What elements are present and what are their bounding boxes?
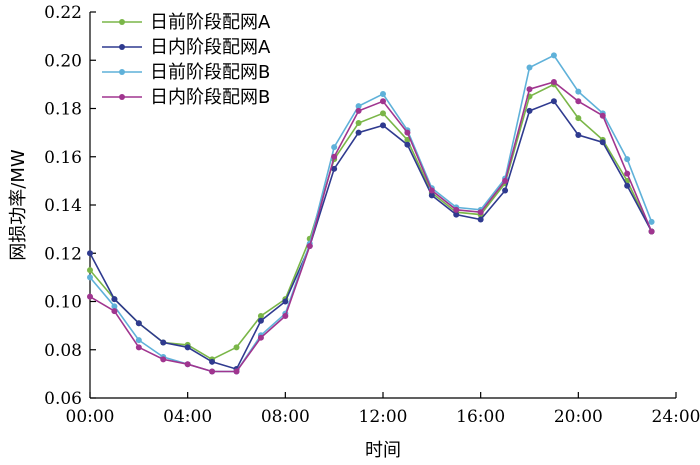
data-point — [135, 320, 142, 327]
data-point — [404, 141, 411, 148]
data-point — [331, 153, 338, 160]
legend-marker — [119, 69, 125, 75]
data-point — [428, 192, 435, 199]
data-point — [550, 78, 557, 85]
data-point — [575, 132, 582, 139]
y-tick-label: 0.16 — [44, 148, 82, 168]
x-axis-label: 时间 — [365, 440, 401, 461]
data-point — [87, 250, 93, 257]
data-point — [257, 317, 264, 324]
legend-label: 日内阶段配网A — [150, 37, 271, 58]
data-point — [160, 339, 167, 346]
data-point — [111, 296, 118, 303]
series-4 — [87, 78, 655, 375]
data-point — [184, 361, 191, 368]
data-point — [160, 356, 167, 363]
data-point — [550, 98, 557, 105]
data-point — [331, 144, 338, 151]
x-tick-label: 04:00 — [163, 407, 212, 427]
y-tick-label: 0.10 — [44, 293, 82, 313]
data-point — [575, 88, 582, 95]
data-point — [184, 344, 191, 351]
y-tick-label: 0.06 — [44, 389, 82, 409]
x-tick-label: 12:00 — [359, 407, 408, 427]
x-tick-label: 24:00 — [652, 407, 700, 427]
data-point — [135, 344, 142, 351]
data-point — [624, 170, 631, 177]
data-point — [331, 165, 338, 172]
data-point — [355, 119, 362, 126]
data-point — [355, 103, 362, 110]
data-point — [380, 98, 386, 105]
data-point — [453, 206, 460, 213]
legend-label: 日前阶段配网A — [150, 12, 271, 33]
data-point — [306, 243, 313, 250]
data-point — [453, 211, 460, 218]
data-point — [648, 228, 655, 235]
data-point — [575, 115, 582, 122]
data-point — [233, 344, 240, 351]
data-point — [111, 303, 118, 310]
y-tick-label: 0.14 — [44, 196, 82, 216]
data-point — [87, 274, 93, 281]
data-point — [477, 209, 484, 216]
data-point — [599, 112, 606, 119]
series-line — [89, 83, 653, 361]
data-point — [87, 267, 93, 274]
x-tick-label: 16:00 — [456, 407, 505, 427]
data-point — [550, 52, 557, 59]
data-point — [380, 110, 386, 117]
legend-marker — [119, 19, 125, 25]
legend-label: 日前阶段配网B — [150, 62, 270, 83]
series-line — [89, 100, 653, 371]
y-tick-label: 0.18 — [44, 100, 82, 120]
x-tick-label: 00:00 — [66, 407, 115, 427]
series-line — [89, 81, 653, 373]
data-point — [526, 86, 533, 93]
data-point — [404, 136, 411, 143]
data-point — [209, 358, 216, 365]
data-point — [624, 182, 631, 189]
legend-label: 日内阶段配网B — [150, 87, 270, 108]
data-point — [575, 98, 582, 105]
data-point — [624, 156, 631, 163]
data-point — [502, 187, 509, 194]
data-point — [526, 64, 533, 71]
y-tick-label: 0.20 — [44, 51, 82, 71]
data-point — [209, 368, 216, 375]
data-point — [257, 334, 264, 341]
y-axis-label: 网损功率/MW — [8, 149, 29, 261]
series-2 — [87, 98, 655, 373]
data-point — [404, 129, 411, 136]
legend-marker — [119, 44, 125, 50]
data-point — [380, 122, 386, 129]
x-tick-label: 20:00 — [554, 407, 603, 427]
data-point — [135, 337, 142, 344]
data-point — [599, 139, 606, 146]
data-point — [111, 308, 118, 315]
data-point — [380, 91, 386, 98]
legend-marker — [119, 94, 125, 100]
data-point — [257, 312, 264, 319]
data-point — [428, 187, 435, 194]
data-point — [282, 298, 289, 305]
data-point — [355, 129, 362, 136]
y-tick-label: 0.12 — [44, 244, 82, 264]
y-tick-label: 0.22 — [44, 3, 82, 23]
data-point — [87, 293, 93, 300]
data-point — [282, 312, 289, 319]
y-tick-label: 0.08 — [44, 341, 82, 361]
data-point — [648, 218, 655, 225]
x-tick-label: 08:00 — [261, 407, 310, 427]
data-point — [502, 177, 509, 184]
legend: 日前阶段配网A 日内阶段配网A 日前阶段配网B 日内阶段配网B — [102, 12, 271, 108]
data-point — [355, 107, 362, 114]
data-point — [233, 368, 240, 375]
data-point — [526, 107, 533, 114]
data-point — [477, 216, 484, 223]
